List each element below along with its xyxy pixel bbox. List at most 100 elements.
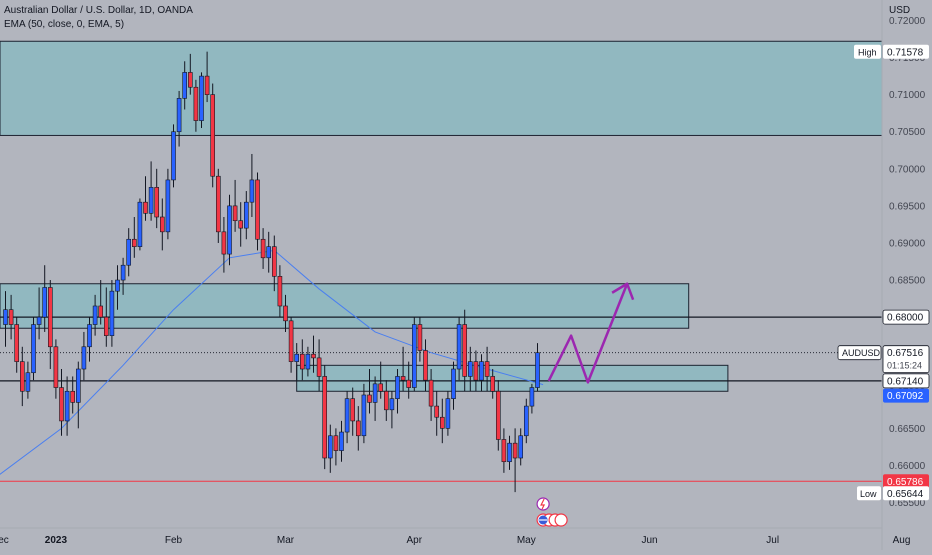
last-price-bg [882, 345, 930, 374]
candle [523, 398, 529, 444]
candle-body [406, 379, 412, 388]
candle [92, 294, 98, 336]
ema-indicator-label[interactable]: EMA (50, close, 0, EMA, 5) [4, 19, 125, 30]
candle [355, 406, 361, 451]
candle [266, 231, 272, 273]
candle-body [311, 353, 316, 359]
candle-body [31, 324, 36, 374]
candle [42, 265, 48, 332]
candle [210, 83, 215, 188]
candle [327, 424, 333, 473]
candle-body [512, 442, 518, 459]
candle [344, 391, 350, 444]
candle [501, 428, 507, 473]
candle-body [523, 405, 529, 437]
candle-body [53, 346, 59, 388]
candle-body [193, 86, 199, 121]
candle [395, 369, 400, 414]
candle [350, 387, 356, 436]
candle-body [428, 379, 434, 407]
candle-body [367, 394, 372, 403]
candle [232, 179, 238, 232]
x-tick-label: Jun [641, 535, 657, 546]
candle [193, 79, 199, 132]
candle-body [165, 179, 171, 233]
candle [59, 369, 64, 436]
candle-body [350, 398, 356, 422]
candle-body [434, 405, 440, 418]
candle-body [14, 324, 19, 362]
candle [283, 294, 288, 332]
candle-body [255, 179, 260, 240]
candle-body [501, 439, 507, 463]
high-value-label-bg [883, 44, 929, 59]
candle [473, 350, 479, 392]
y-tick-label: 0.70000 [889, 164, 926, 175]
candle-body [227, 205, 232, 255]
candle [518, 428, 524, 466]
candle-body [204, 75, 210, 95]
candle [244, 191, 249, 240]
lightning-event-icon [536, 497, 550, 511]
candle [383, 380, 389, 421]
candle [216, 168, 221, 243]
candle [238, 202, 243, 247]
candle [294, 343, 300, 381]
candle-body [199, 75, 204, 121]
candle [70, 376, 75, 414]
x-tick-label: Apr [407, 535, 423, 546]
candle-body [98, 305, 103, 318]
candle [176, 90, 182, 147]
candle-body [294, 353, 300, 362]
candle-body [344, 398, 350, 433]
candle-body [154, 187, 159, 218]
candle-body [283, 305, 288, 322]
ema-value-label: 0.67092 [887, 391, 924, 402]
y-tick-label: 0.72000 [889, 16, 926, 27]
candle-body [378, 383, 384, 392]
candle-body [249, 179, 255, 203]
candle [104, 287, 109, 347]
candle-body [518, 435, 524, 459]
candle [277, 265, 283, 318]
y-tick-label: 0.66500 [889, 424, 926, 435]
candle-body [210, 94, 215, 177]
candle [434, 391, 440, 436]
candle [255, 172, 260, 251]
level-label-0: 0.68000 [887, 313, 924, 324]
symbol-tag: AUDUSD [842, 348, 881, 358]
candle [25, 361, 31, 399]
projection-arrowhead [611, 282, 635, 301]
candle-body [361, 394, 367, 437]
candle-body [171, 131, 176, 181]
candle [467, 346, 473, 392]
candle-body [479, 361, 484, 381]
candle-body [395, 376, 400, 399]
last-price-value: 0.67516 [887, 348, 924, 359]
candle [361, 383, 367, 444]
candle-body [400, 376, 406, 381]
candle-body [383, 390, 389, 411]
economic-event-icon [554, 513, 568, 527]
candle-body [238, 220, 243, 229]
candle [76, 361, 81, 429]
candle [87, 317, 92, 362]
candle-body [176, 98, 182, 133]
symbol-title[interactable]: Australian Dollar / U.S. Dollar, 1D, OAN… [4, 5, 193, 16]
candle-body [495, 390, 501, 440]
price-labels-layer: High 0.71578 0.68000 AUDUSD 0.67516 01:15:24 0… [837, 44, 930, 501]
candle-body [327, 435, 333, 459]
candle [288, 317, 294, 373]
candle-body [42, 287, 48, 318]
candle [333, 428, 339, 466]
candle-body [160, 216, 165, 233]
candle-body [467, 361, 473, 377]
lightning-glyph [540, 498, 546, 510]
candle [120, 257, 126, 295]
candle [495, 380, 501, 451]
candle [19, 346, 25, 407]
candle [462, 309, 468, 392]
x-tick-label: Aug [893, 535, 911, 546]
